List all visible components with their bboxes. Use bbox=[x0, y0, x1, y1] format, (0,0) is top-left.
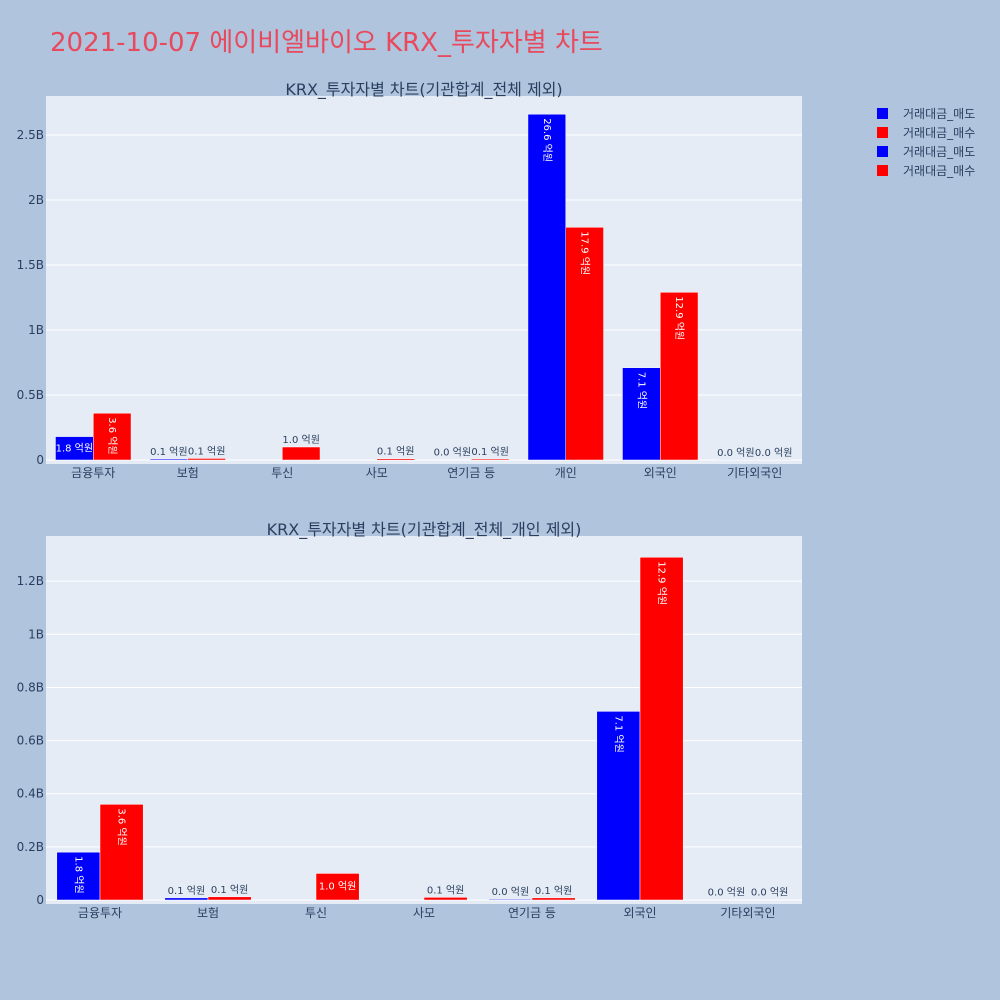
y-tick-label: 0 bbox=[36, 453, 44, 467]
bar-value-label: 0.1 억원 bbox=[377, 446, 414, 458]
x-tick-label: 연기금 등 bbox=[447, 466, 495, 480]
x-tick-label: 기타외국인 bbox=[720, 906, 775, 920]
bar-sell bbox=[149, 458, 188, 461]
x-tick-label: 사모 bbox=[413, 906, 435, 920]
bar-buy bbox=[660, 292, 699, 461]
bar-value-label: 12.9 억원 bbox=[673, 296, 685, 340]
y-tick-label: 0.8B bbox=[17, 680, 44, 694]
bar-sell bbox=[622, 367, 661, 461]
x-tick-label: 사모 bbox=[366, 466, 388, 480]
plot-background bbox=[46, 536, 802, 904]
bar-sell bbox=[56, 851, 101, 901]
bar-value-label: 1.0 억원 bbox=[282, 434, 319, 446]
bar-value-label: 0.0 억원 bbox=[492, 886, 529, 898]
bar-value-label: 0.1 억원 bbox=[188, 445, 225, 457]
x-tick-label: 외국인 bbox=[644, 466, 677, 480]
bar-buy bbox=[187, 458, 226, 461]
legend-item-label[interactable]: 거래대금_매도 bbox=[903, 145, 975, 159]
bar-sell bbox=[488, 898, 533, 901]
bar-value-label: 7.1 억원 bbox=[635, 372, 647, 409]
bar-sell bbox=[596, 711, 641, 901]
bar-value-label: 0.0 억원 bbox=[751, 887, 788, 899]
chart-panel-2: 0 0.2B 0.4B 0.6B 0.8B 1B 1.2B KRX_투자자별 차트(기관합계_… bbox=[17, 520, 802, 920]
bar-value-label: 0.0 억원 bbox=[717, 447, 754, 459]
bar-buy bbox=[531, 897, 576, 901]
y-tick-label: 2.5B bbox=[17, 128, 44, 142]
bar-sell bbox=[164, 897, 209, 901]
y-tick-label: 0.5B bbox=[17, 388, 44, 402]
legend-item-label[interactable]: 거래대금_매수 bbox=[903, 164, 975, 178]
bar-value-label: 0.1 억원 bbox=[211, 884, 248, 896]
y-tick-label: 1B bbox=[28, 627, 44, 641]
subplot-title: KRX_투자자별 차트(기관합계_전체_개인 제외) bbox=[267, 520, 582, 540]
y-tick-label: 1.2B bbox=[17, 574, 44, 588]
bar-buy bbox=[207, 896, 252, 901]
bar-buy bbox=[93, 412, 132, 461]
bar-value-label: 3.6 억원 bbox=[116, 808, 128, 845]
x-tick-label: 보험 bbox=[177, 466, 199, 480]
bar-value-label: 26.6 억원 bbox=[541, 118, 553, 162]
y-tick-label: 0.2B bbox=[17, 840, 44, 854]
bar-value-label: 0.0 억원 bbox=[755, 447, 792, 459]
bar-value-label: 0.1 억원 bbox=[427, 884, 464, 896]
legend-swatch[interactable] bbox=[877, 127, 888, 138]
x-tick-label: 금융투자 bbox=[71, 466, 115, 480]
legend-swatch[interactable] bbox=[877, 165, 888, 176]
bar-value-label: 0.1 억원 bbox=[150, 446, 187, 458]
y-tick-label: 2B bbox=[28, 193, 44, 207]
bar-buy bbox=[565, 227, 604, 461]
y-tick-label: 0.4B bbox=[17, 787, 44, 801]
bar-value-label: 0.0 억원 bbox=[708, 887, 745, 899]
y-tick-label: 0.6B bbox=[17, 734, 44, 748]
bar-buy bbox=[282, 446, 321, 461]
chart-panel-1: 0 0.5B 1B 1.5B 2B 2.5B KRX_투자자별 차트(기관합계_전체 제외)… bbox=[17, 80, 802, 480]
page-title: 2021-10-07 에이비엘바이오 KRX_투자자별 차트 bbox=[50, 28, 603, 58]
bar-value-label: 1.8 억원 bbox=[72, 856, 84, 893]
legend-swatch[interactable] bbox=[877, 108, 888, 119]
bar-buy bbox=[376, 458, 415, 461]
bar-value-label: 1.8 억원 bbox=[56, 442, 93, 454]
x-tick-label: 연기금 등 bbox=[508, 906, 556, 920]
y-tick-label: 0 bbox=[36, 893, 44, 907]
bar-value-label: 17.9 억원 bbox=[579, 231, 591, 275]
y-tick-label: 1B bbox=[28, 323, 44, 337]
legend-swatch[interactable] bbox=[877, 146, 888, 157]
x-tick-label: 금융투자 bbox=[78, 906, 122, 920]
bar-value-label: 12.9 억원 bbox=[656, 561, 668, 605]
x-tick-label: 투신 bbox=[305, 906, 327, 920]
bar-sell bbox=[527, 113, 567, 461]
bar-value-label: 3.6 억원 bbox=[106, 417, 118, 454]
x-tick-label: 개인 bbox=[555, 466, 577, 480]
bar-value-label: 0.0 억원 bbox=[434, 447, 471, 459]
y-tick-label: 1.5B bbox=[17, 258, 44, 272]
legend-item-label[interactable]: 거래대금_매도 bbox=[903, 107, 975, 121]
subplot-title: KRX_투자자별 차트(기관합계_전체 제외) bbox=[285, 80, 562, 100]
x-tick-label: 기타외국인 bbox=[727, 466, 782, 480]
bar-value-label: 0.1 억원 bbox=[168, 885, 205, 897]
bar-value-label: 0.1 억원 bbox=[471, 446, 508, 458]
bar-buy bbox=[99, 804, 144, 901]
bar-buy bbox=[639, 557, 684, 901]
x-tick-label: 투신 bbox=[271, 466, 293, 480]
x-tick-label: 외국인 bbox=[623, 906, 656, 920]
bar-value-label: 7.1 억원 bbox=[612, 715, 624, 752]
legend-item-label[interactable]: 거래대금_매수 bbox=[903, 126, 975, 140]
bar-buy bbox=[315, 873, 360, 901]
bar-buy bbox=[471, 458, 510, 461]
bar-value-label: 1.0 억원 bbox=[319, 881, 356, 893]
bar-value-label: 0.1 억원 bbox=[535, 885, 572, 897]
bar-buy bbox=[423, 897, 468, 901]
x-tick-label: 보험 bbox=[197, 906, 219, 920]
